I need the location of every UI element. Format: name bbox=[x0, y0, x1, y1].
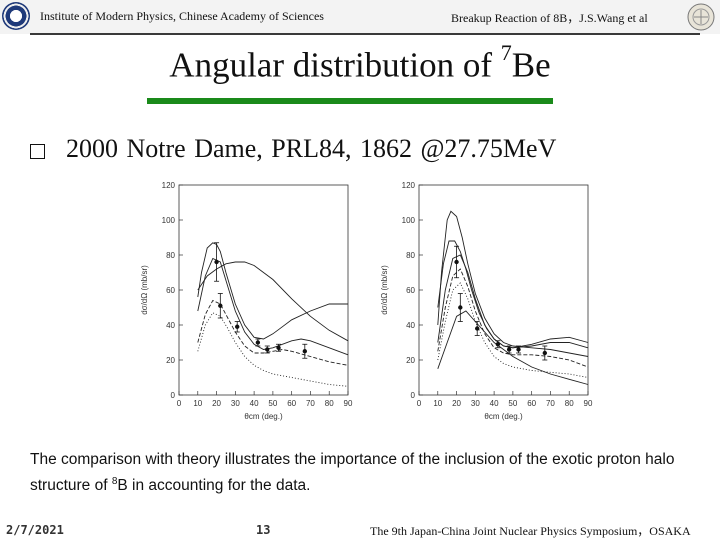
data-point bbox=[458, 305, 463, 310]
x-tick-label: 90 bbox=[584, 399, 593, 408]
header-talk-info: Breakup Reaction of 8B，J.S.Wang et al bbox=[451, 11, 648, 25]
y-tick-label: 60 bbox=[166, 286, 175, 295]
y-tick-label: 20 bbox=[166, 356, 175, 365]
x-axis-label: θcm (deg.) bbox=[244, 412, 283, 421]
x-tick-label: 30 bbox=[471, 399, 480, 408]
header-institute: Institute of Modern Physics, Chinese Aca… bbox=[40, 9, 324, 23]
data-point bbox=[542, 350, 548, 356]
y-tick-label: 0 bbox=[411, 391, 416, 400]
data-point bbox=[302, 349, 308, 354]
y-axis-label: dσ/dΩ (mb/sr) bbox=[140, 265, 149, 315]
theory-curve-dotted bbox=[437, 282, 589, 378]
x-axis-label: θcm (deg.) bbox=[484, 412, 523, 421]
slide-title: Angular distribution of 7Be bbox=[169, 40, 551, 85]
data-point bbox=[255, 340, 261, 345]
theory-curve-solid bbox=[437, 310, 589, 385]
y-tick-label: 80 bbox=[406, 251, 415, 260]
x-tick-label: 80 bbox=[565, 399, 574, 408]
data-point bbox=[506, 347, 512, 352]
data-point bbox=[276, 345, 281, 350]
y-tick-label: 120 bbox=[162, 181, 176, 190]
square-bullet-icon bbox=[30, 144, 45, 159]
x-tick-label: 40 bbox=[490, 399, 499, 408]
caption-text: The comparison with theory illustrates t… bbox=[30, 451, 675, 495]
data-point bbox=[214, 259, 219, 265]
theory-curve-dashed bbox=[437, 268, 589, 368]
x-tick-label: 20 bbox=[452, 399, 461, 408]
data-point bbox=[516, 347, 521, 352]
theory-curves bbox=[437, 210, 589, 385]
x-tick-label: 10 bbox=[433, 399, 442, 408]
reference-text: 2000 Notre Dame, PRL84, 1862 @27.75MeV bbox=[66, 134, 557, 163]
y-tick-label: 40 bbox=[166, 321, 175, 330]
theory-curve-solid bbox=[197, 261, 349, 342]
theory-curve-dotted bbox=[197, 312, 349, 387]
angular-distribution-plot-right: 0 10 20 30 40 50 60 70 80 90 0 20 40 60 80 100 120 θcm (d… bbox=[373, 175, 603, 430]
data-point bbox=[218, 303, 223, 308]
footer-conference: The 9th Japan-China Joint Nuclear Physic… bbox=[370, 524, 691, 538]
x-tick-label: 20 bbox=[212, 399, 221, 408]
x-tick-label: 90 bbox=[344, 399, 353, 408]
x-tick-label: 80 bbox=[325, 399, 334, 408]
x-tick-label: 70 bbox=[546, 399, 555, 408]
y-tick-label: 60 bbox=[406, 286, 415, 295]
title-underline-bar bbox=[147, 98, 553, 104]
y-tick-label: 120 bbox=[402, 181, 416, 190]
conference-logo-icon bbox=[687, 3, 715, 31]
y-tick-label: 100 bbox=[162, 216, 176, 225]
data-point bbox=[454, 259, 459, 265]
y-tick-label: 80 bbox=[166, 251, 175, 260]
y-axis-label: dσ/dΩ (mb/sr) bbox=[380, 265, 389, 315]
data-point bbox=[495, 342, 501, 347]
y-tick-label: 100 bbox=[402, 216, 416, 225]
theory-curve-solid bbox=[197, 242, 348, 340]
footer-date: 2/7/2021 bbox=[6, 523, 64, 537]
header-divider bbox=[30, 33, 700, 35]
theory-curve-dashed bbox=[197, 299, 349, 366]
footer-page-number: 13 bbox=[256, 523, 271, 537]
x-tick-label: 30 bbox=[231, 399, 240, 408]
data-point bbox=[265, 347, 270, 352]
theory-curve-solid bbox=[437, 254, 589, 349]
x-tick-label: 40 bbox=[250, 399, 259, 408]
data-point bbox=[235, 324, 240, 329]
x-tick-label: 50 bbox=[508, 399, 517, 408]
y-tick-label: 0 bbox=[171, 391, 176, 400]
theory-curve-solid bbox=[437, 210, 589, 357]
x-tick-label: 70 bbox=[306, 399, 315, 408]
slide-header: Institute of Modern Physics, Chinese Aca… bbox=[0, 0, 720, 34]
y-tick-label: 20 bbox=[406, 356, 415, 365]
x-tick-label: 0 bbox=[417, 399, 422, 408]
angular-distribution-plot-left: 0 10 20 30 40 50 60 70 80 90 0 20 40 60 80 100 120 θcm (d… bbox=[133, 175, 363, 430]
x-tick-label: 10 bbox=[193, 399, 202, 408]
x-tick-label: 60 bbox=[287, 399, 296, 408]
x-tick-label: 0 bbox=[177, 399, 182, 408]
x-tick-label: 50 bbox=[268, 399, 277, 408]
data-point bbox=[475, 326, 480, 331]
institute-logo-icon bbox=[2, 2, 30, 30]
plot-frame bbox=[178, 184, 349, 396]
x-tick-label: 60 bbox=[527, 399, 536, 408]
y-tick-label: 40 bbox=[406, 321, 415, 330]
